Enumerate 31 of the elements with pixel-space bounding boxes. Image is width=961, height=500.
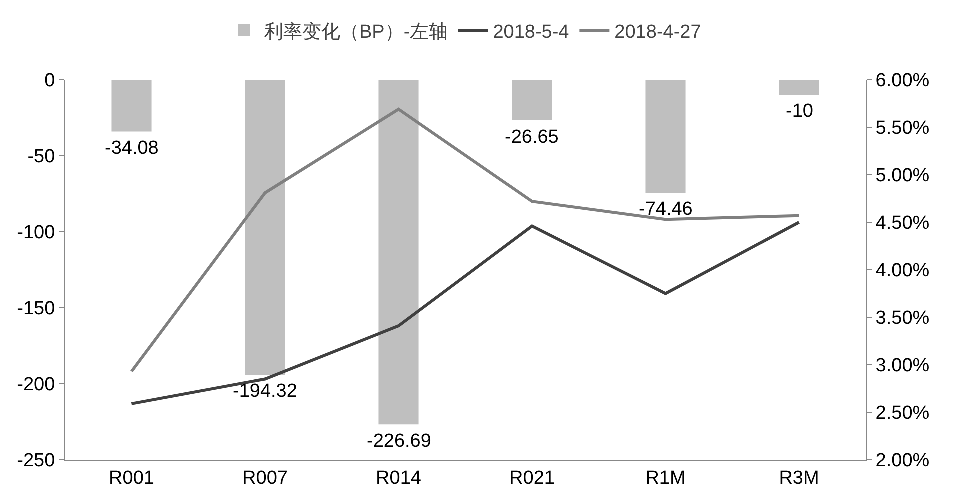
- y2-tick-label: 4.50%: [876, 213, 930, 234]
- x-tick-label: R014: [376, 468, 422, 489]
- data-label: -10: [786, 101, 814, 122]
- y2-tick-label: 3.50%: [876, 308, 930, 330]
- y-tick-label: -100: [17, 222, 56, 244]
- legend-label: 2018-5-4: [493, 22, 570, 43]
- y2-tick-label: 3.00%: [876, 356, 930, 377]
- y2-tick-label: 4.00%: [876, 260, 930, 282]
- x-tick-label: R001: [109, 468, 154, 489]
- y2-tick-label: 5.00%: [876, 166, 930, 187]
- legend-label: 2018-4-27: [614, 22, 702, 43]
- x-tick-label: R1M: [646, 468, 686, 489]
- y-tick-label: -250: [17, 450, 56, 472]
- y2-tick-label: 5.50%: [876, 118, 930, 140]
- data-label: -194.32: [233, 381, 298, 402]
- legend-label: 利率变化（BP）-左轴: [264, 20, 448, 43]
- data-label: -74.46: [639, 199, 693, 220]
- x-tick-label: R021: [510, 468, 555, 489]
- y2-tick-label: 2.00%: [876, 450, 930, 472]
- line-series: [130, 221, 801, 406]
- y-tick-label: -150: [17, 298, 56, 320]
- y-tick-label: 0: [44, 70, 56, 92]
- x-tick-label: R3M: [779, 468, 820, 489]
- data-label: -26.65: [505, 127, 559, 148]
- y-tick-label: -50: [28, 146, 56, 168]
- y2-tick-label: 6.00%: [876, 70, 930, 92]
- y2-tick-label: 2.50%: [876, 403, 930, 424]
- data-label: -34.08: [105, 138, 159, 159]
- data-label: -226.69: [367, 431, 432, 452]
- x-tick-label: R007: [242, 468, 288, 489]
- y-tick-label: -200: [17, 374, 56, 396]
